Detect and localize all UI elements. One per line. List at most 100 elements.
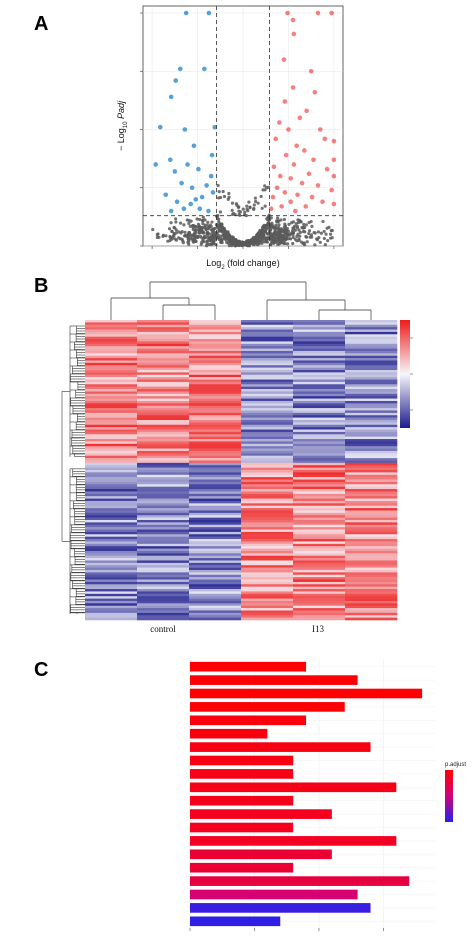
heatmap-cell (85, 348, 138, 352)
volcano-point-up (324, 166, 330, 172)
volcano-down-points (153, 10, 218, 214)
heatmap-cell (189, 439, 242, 442)
heatmap-cell (85, 477, 138, 480)
heatmap-cell (241, 453, 294, 457)
heatmap-cell (137, 603, 190, 607)
heatmap-cell (241, 489, 294, 492)
heatmap-cell (137, 553, 190, 557)
heatmap-cell (189, 493, 242, 497)
heatmap-cell (85, 365, 138, 368)
volcano-point-ns (266, 221, 270, 226)
heatmap-cell (189, 539, 242, 542)
volcano-point-ns (155, 233, 159, 237)
heatmap-cell (85, 579, 138, 583)
volcano-point-up (291, 162, 297, 167)
volcano-point-ns (295, 226, 299, 230)
heatmap-cell (85, 541, 138, 545)
volcano-point-ns (245, 207, 249, 211)
heatmap-cell (189, 453, 242, 457)
heatmap-cell (241, 389, 294, 392)
heatmap-cell (189, 427, 242, 430)
heatmap-cell (85, 581, 138, 585)
heatmap-cell (137, 560, 190, 564)
heatmap-cell (85, 610, 138, 614)
heatmap-cell (293, 458, 346, 461)
heatmap-cell (241, 529, 294, 533)
heatmap-cell (345, 370, 398, 373)
heatmap-cell (189, 391, 242, 395)
volcano-point-ns (173, 237, 177, 241)
heatmap-cell (137, 586, 190, 590)
heatmap-cell (189, 470, 242, 473)
heatmap-cell (345, 372, 398, 376)
volcano-y-axis-label: − Log10 Padj (116, 100, 129, 151)
heatmap-cell (189, 339, 242, 342)
heatmap-cell (85, 484, 138, 487)
volcano-point-up (282, 190, 288, 195)
heatmap-cell (345, 320, 398, 323)
heatmap-cell (85, 324, 138, 328)
volcano-point-down (202, 66, 207, 72)
heatmap-cell (85, 389, 138, 392)
heatmap-cell (85, 420, 138, 423)
heatmap-cell (189, 477, 242, 480)
heatmap-cell (345, 529, 398, 533)
heatmap-cell (241, 581, 294, 585)
heatmap-cell (345, 339, 398, 342)
volcano-point-ns (304, 235, 309, 239)
heatmap-cell (241, 512, 294, 516)
heatmap-cell (189, 393, 242, 397)
heatmap-cell (85, 455, 138, 459)
heatmap-cell (345, 574, 398, 578)
heatmap-cell (137, 591, 190, 595)
heatmap-cell (137, 358, 190, 361)
heatmap-cell (189, 565, 242, 568)
heatmap-cell (293, 472, 346, 476)
heatmap-cell (137, 534, 190, 537)
volcano-point-ns (221, 231, 225, 235)
bar (190, 755, 294, 766)
heatmap-cell (85, 481, 138, 485)
volcano-point-ns (233, 240, 237, 244)
heatmap-cell (137, 600, 190, 604)
volcano-point-ns (248, 240, 252, 244)
bar (190, 916, 281, 927)
bar (190, 715, 307, 726)
heatmap-cell (189, 555, 242, 559)
heatmap-cell (85, 498, 138, 502)
heatmap-cell (137, 496, 190, 499)
heatmap-cell (85, 450, 138, 454)
heatmap-cell (293, 508, 346, 511)
volcano-point-ns (256, 201, 260, 205)
heatmap-cell (293, 353, 346, 357)
heatmap-cell (85, 600, 138, 604)
heatmap-cell (241, 558, 294, 561)
volcano-point-ns (216, 183, 220, 188)
volcano-point-ns (260, 241, 264, 245)
heatmap: control I13 (61, 281, 413, 634)
heatmap-cell (189, 505, 242, 509)
heatmap-cell (85, 570, 138, 573)
heatmap-cell (189, 584, 242, 587)
volcano-point-up (303, 204, 309, 209)
heatmap-cell (189, 617, 242, 621)
heatmap-cell (345, 460, 398, 464)
heatmap-group-label-i13: I13 (312, 624, 324, 634)
volcano-point-up (283, 152, 289, 158)
volcano-point-ns (230, 201, 235, 205)
heatmap-cell (293, 343, 346, 347)
heatmap-cell (137, 465, 190, 468)
volcano-point-down (185, 162, 190, 167)
heatmap-cell (345, 531, 398, 535)
heatmap-cell (345, 589, 398, 592)
heatmap-cell (293, 520, 346, 523)
heatmap-cell (137, 524, 190, 528)
volcano-point-ns (170, 229, 174, 234)
heatmap-cell (293, 443, 346, 447)
volcano-point-ns (202, 240, 206, 244)
volcano-point-down (210, 190, 216, 195)
volcano-point-ns (224, 231, 229, 235)
heatmap-cell (293, 436, 346, 440)
volcano-point-down (208, 173, 214, 179)
volcano-point-down (183, 10, 189, 16)
